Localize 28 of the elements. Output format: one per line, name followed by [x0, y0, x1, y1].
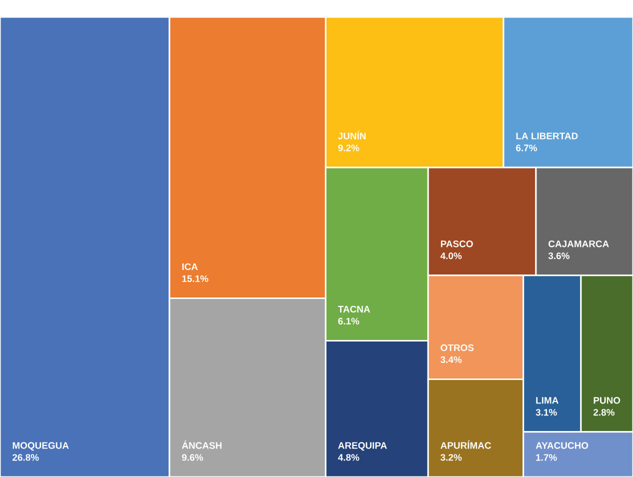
category-label: ICA — [182, 263, 198, 270]
data-label: 4.0% — [440, 252, 462, 260]
data-label: 3.6% — [548, 252, 570, 260]
data-label: 2.8% — [594, 408, 614, 416]
data-label: 6.7% — [516, 144, 538, 152]
category-label: LIMA — [536, 397, 558, 404]
data-label: 4.8% — [338, 454, 360, 461]
data-label: 1.7% — [536, 454, 557, 461]
category-label: ÁNCASH — [182, 440, 222, 449]
category-label: CAJAMARCA — [548, 240, 609, 248]
category-label: MOQUEGUA — [12, 442, 69, 451]
category-label: APURÍMAC — [440, 440, 492, 449]
category-label: TACNA — [338, 306, 370, 313]
category-label: PUNO — [594, 397, 620, 404]
data-label: 3.1% — [536, 408, 557, 416]
data-label: 15.1% — [182, 275, 208, 282]
data-label: 3.4% — [440, 356, 462, 364]
data-label: 9.6% — [182, 454, 204, 461]
category-label: AYACUCHO — [536, 442, 588, 449]
data-label: 9.2% — [338, 144, 360, 152]
category-label: LA LIBERTAD — [516, 132, 578, 140]
data-label: 26.8% — [12, 454, 39, 461]
data-label: 3.2% — [440, 454, 462, 461]
category-label: OTROS — [440, 344, 474, 352]
category-label: PASCO — [440, 240, 473, 248]
category-label: JUNÍN — [338, 130, 366, 140]
category-label: AREQUIPA — [338, 442, 387, 451]
data-label: 6.1% — [338, 318, 360, 324]
